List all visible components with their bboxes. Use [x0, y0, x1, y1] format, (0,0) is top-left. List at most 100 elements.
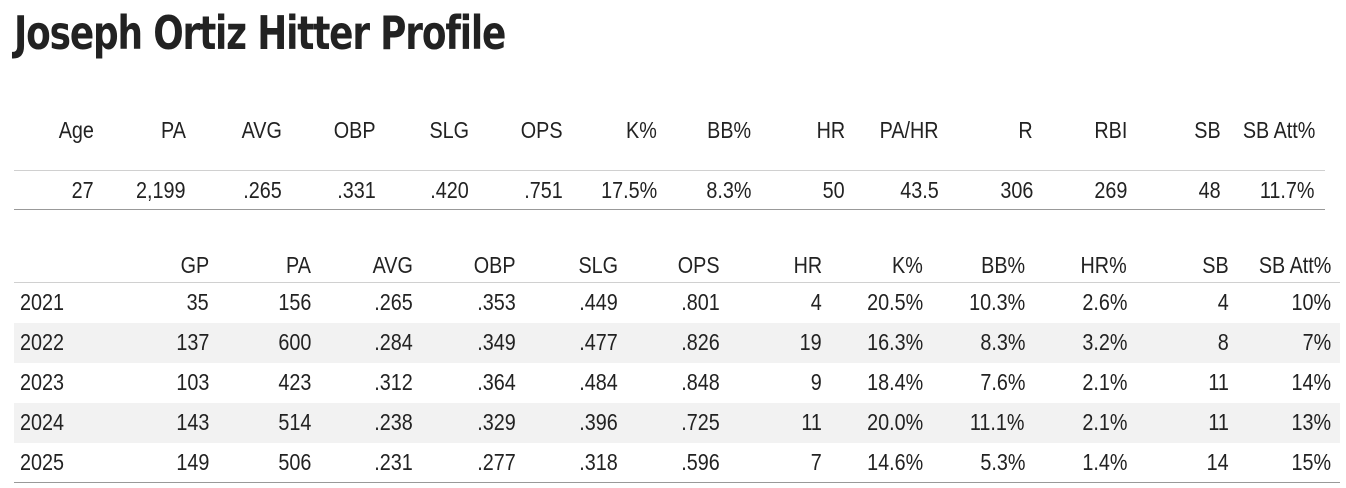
season-sb: 11: [1208, 409, 1229, 435]
career-value-avg: .265: [243, 177, 282, 203]
season-k-pct: 20.0%: [866, 409, 923, 435]
season-sb: 14: [1206, 449, 1229, 475]
career-value-age: 27: [71, 177, 94, 203]
season-pa: 423: [277, 369, 311, 395]
season-header-avg: AVG: [372, 252, 413, 278]
season-avg: .265: [374, 289, 413, 315]
season-hr-pct: 3.2%: [1081, 329, 1127, 355]
row-stripe: [14, 323, 1340, 363]
season-year: 2023: [20, 369, 65, 395]
career-value-sb: 48: [1198, 177, 1221, 203]
season-header-ops: OPS: [678, 252, 720, 278]
season-header-hr: HR: [793, 252, 822, 278]
season-avg: .231: [374, 449, 413, 475]
season-k-pct: 16.3%: [866, 329, 923, 355]
season-bottom-divider: [14, 482, 1340, 483]
career-header-hr: HR: [816, 117, 845, 143]
season-header-bb-pct: BB%: [981, 252, 1025, 278]
season-bb-pct: 10.3%: [968, 289, 1025, 315]
season-year: 2024: [20, 409, 65, 435]
career-header-age: Age: [58, 117, 94, 143]
season-header-k-pct: K%: [892, 252, 923, 278]
career-header-divider: [14, 170, 1325, 171]
career-header-rbi: RBI: [1094, 117, 1127, 143]
season-hr: 7: [810, 449, 822, 475]
season-ops: .848: [681, 369, 720, 395]
season-bb-pct: 8.3%: [979, 329, 1025, 355]
season-avg: .284: [374, 329, 413, 355]
season-ops: .596: [681, 449, 720, 475]
season-header-sb-att-pct: SB Att%: [1258, 252, 1331, 278]
season-ops: .826: [681, 329, 720, 355]
season-year: 2025: [20, 449, 65, 475]
career-header-sb: SB: [1194, 117, 1221, 143]
career-header-pa: PA: [161, 117, 186, 143]
career-value-r: 306: [999, 177, 1033, 203]
season-sb: 11: [1208, 369, 1229, 395]
career-bottom-divider: [14, 209, 1325, 210]
career-value-rbi: 269: [1093, 177, 1127, 203]
career-header-r: R: [1018, 117, 1033, 143]
season-k-pct: 18.4%: [866, 369, 923, 395]
season-sb-att-pct: 15%: [1291, 449, 1331, 475]
season-gp: 35: [186, 289, 209, 315]
season-header-gp: GP: [180, 252, 209, 278]
season-k-pct: 14.6%: [866, 449, 923, 475]
season-hr: 9: [810, 369, 822, 395]
season-hr-pct: 2.1%: [1081, 369, 1127, 395]
career-value-k-pct: 17.5%: [600, 177, 657, 203]
season-gp: 149: [175, 449, 209, 475]
season-pa: 156: [277, 289, 311, 315]
season-header-sb: SB: [1202, 252, 1229, 278]
career-header-ops: OPS: [521, 117, 563, 143]
season-bb-pct: 5.3%: [979, 449, 1025, 475]
career-header-slg: SLG: [429, 117, 469, 143]
season-obp: .329: [477, 409, 516, 435]
season-avg: .312: [374, 369, 413, 395]
season-pa: 514: [277, 409, 311, 435]
career-header-pa-hr: PA/HR: [880, 117, 939, 143]
season-header-hr-pct: HR%: [1080, 252, 1127, 278]
season-hr-pct: 2.6%: [1081, 289, 1127, 315]
season-hr: 4: [810, 289, 822, 315]
season-bb-pct: 7.6%: [979, 369, 1025, 395]
season-slg: .484: [579, 369, 618, 395]
season-sb: 8: [1217, 329, 1229, 355]
season-header-divider: [114, 282, 1340, 283]
season-hr: 19: [799, 329, 822, 355]
career-value-obp: .331: [337, 177, 376, 203]
season-ops: .801: [681, 289, 720, 315]
career-header-avg: AVG: [241, 117, 282, 143]
career-header-sb-att-pct: SB Att%: [1242, 117, 1315, 143]
season-slg: .449: [579, 289, 618, 315]
season-bb-pct: 11.1%: [970, 409, 1025, 435]
season-sb: 4: [1217, 289, 1229, 315]
season-slg: .396: [579, 409, 618, 435]
season-sb-att-pct: 13%: [1291, 409, 1331, 435]
season-hr-pct: 2.1%: [1081, 409, 1127, 435]
season-hr: 11: [801, 409, 822, 435]
season-year: 2022: [20, 329, 65, 355]
career-value-slg: .420: [430, 177, 469, 203]
career-value-bb-pct: 8.3%: [705, 177, 751, 203]
season-header-obp: OBP: [474, 252, 516, 278]
career-header-bb-pct: BB%: [707, 117, 751, 143]
season-gp: 137: [175, 329, 209, 355]
season-sb-att-pct: 10%: [1291, 289, 1331, 315]
season-sb-att-pct: 14%: [1291, 369, 1331, 395]
season-obp: .277: [477, 449, 516, 475]
season-gp: 103: [175, 369, 209, 395]
season-pa: 506: [277, 449, 311, 475]
season-header-slg: SLG: [578, 252, 618, 278]
page-title: Joseph Ortiz Hitter Profile: [14, 6, 506, 60]
season-pa: 600: [277, 329, 311, 355]
career-value-pa: 2,199: [136, 177, 186, 203]
career-value-sb-att-pct: 11.7%: [1260, 177, 1315, 203]
season-gp: 143: [175, 409, 209, 435]
row-stripe: [14, 403, 1340, 443]
season-ops: .725: [681, 409, 720, 435]
career-value-ops: .751: [524, 177, 563, 203]
season-year: 2021: [20, 289, 65, 315]
season-slg: .477: [579, 329, 618, 355]
career-value-pa-hr: 43.5: [900, 177, 939, 203]
